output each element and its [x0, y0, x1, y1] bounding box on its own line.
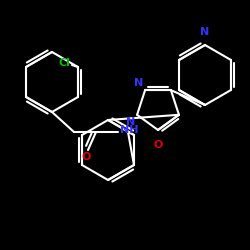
Text: O: O	[81, 152, 91, 162]
Text: NH: NH	[120, 125, 139, 135]
Text: N: N	[200, 27, 209, 37]
Text: N: N	[134, 78, 143, 88]
Text: N: N	[126, 117, 135, 127]
Text: Cl: Cl	[58, 58, 70, 68]
Text: O: O	[153, 140, 163, 150]
